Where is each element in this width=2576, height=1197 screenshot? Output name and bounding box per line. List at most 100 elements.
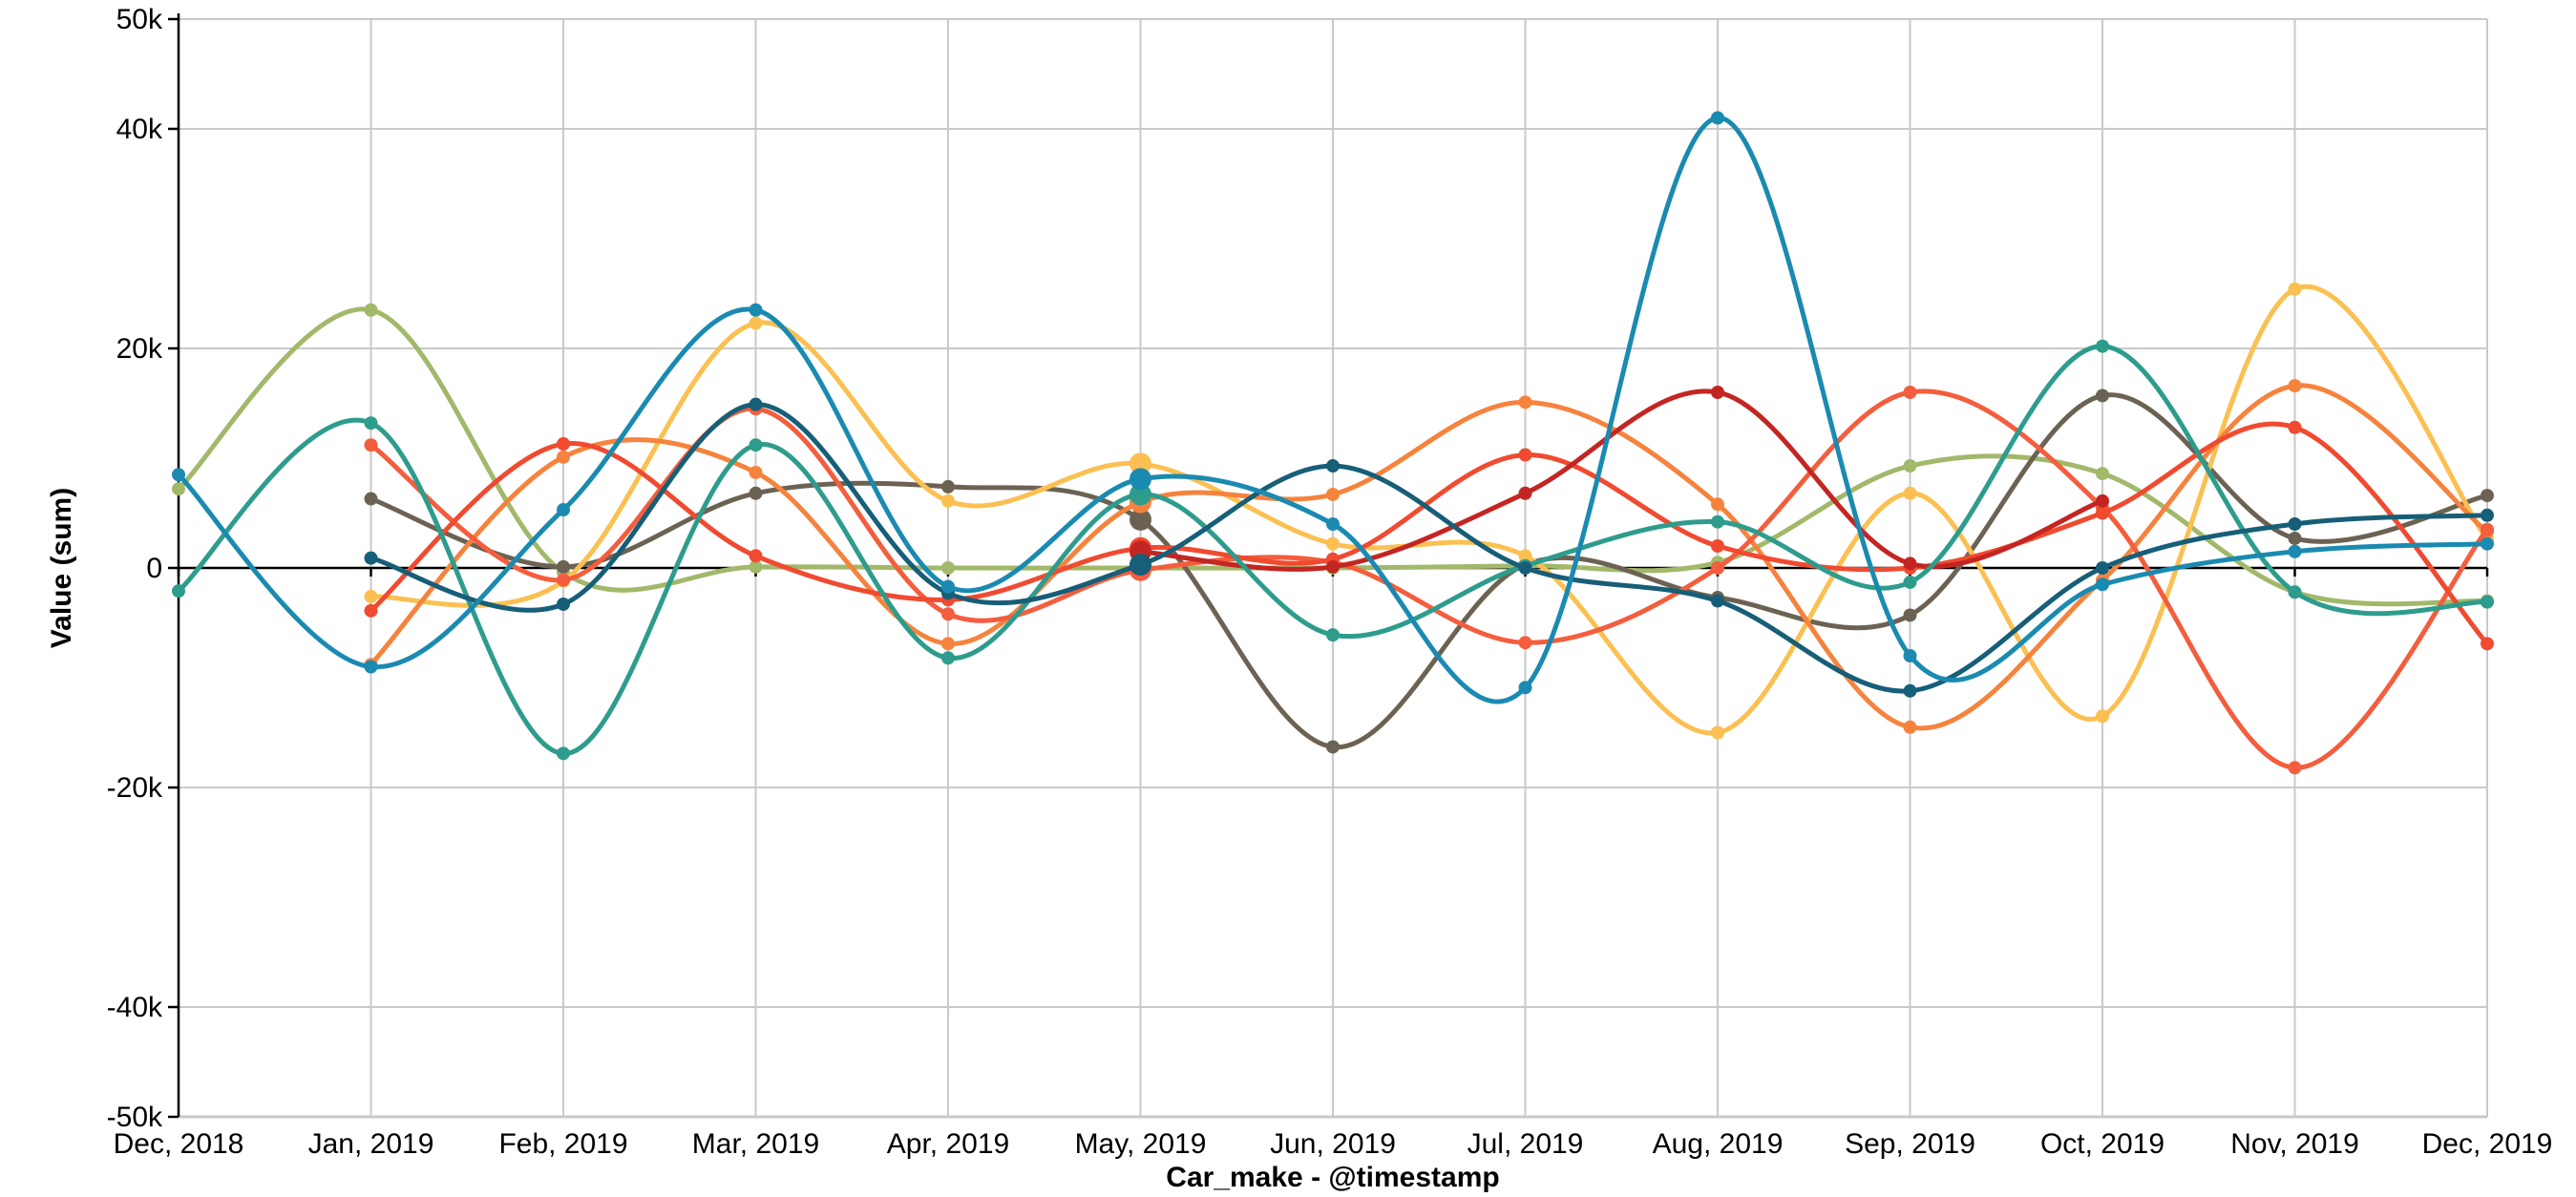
- data-point[interactable]: [557, 746, 570, 761]
- data-point[interactable]: [941, 607, 955, 621]
- data-point[interactable]: [2288, 585, 2302, 599]
- data-point[interactable]: [1903, 720, 1917, 734]
- data-point[interactable]: [1711, 514, 1724, 529]
- series-layer[interactable]: [172, 111, 2495, 775]
- data-point[interactable]: [557, 450, 570, 464]
- series-blue[interactable]: [172, 111, 2494, 704]
- data-point[interactable]: [2481, 637, 2494, 651]
- data-point[interactable]: [749, 438, 763, 452]
- data-point[interactable]: [749, 397, 763, 411]
- series-line[interactable]: [369, 421, 2490, 646]
- data-point[interactable]: [2096, 339, 2109, 353]
- data-point[interactable]: [2288, 544, 2302, 558]
- data-point[interactable]: [941, 561, 955, 575]
- data-point[interactable]: [941, 637, 955, 651]
- series-teal[interactable]: [172, 339, 2494, 761]
- data-point[interactable]: [1518, 636, 1532, 650]
- data-point[interactable]: [1130, 508, 1151, 531]
- data-point[interactable]: [749, 559, 763, 574]
- data-point[interactable]: [2288, 761, 2302, 775]
- data-point[interactable]: [1326, 459, 1340, 473]
- data-point[interactable]: [1326, 740, 1340, 754]
- data-point[interactable]: [172, 468, 185, 482]
- data-point[interactable]: [1130, 452, 1151, 475]
- data-point[interactable]: [1326, 517, 1340, 531]
- series-line[interactable]: [369, 383, 2490, 731]
- data-point[interactable]: [1130, 483, 1151, 506]
- data-point[interactable]: [1326, 559, 1340, 574]
- data-point[interactable]: [1903, 386, 1917, 399]
- data-point[interactable]: [1130, 468, 1151, 491]
- data-point[interactable]: [1326, 628, 1340, 642]
- series-line[interactable]: [176, 115, 2490, 704]
- data-point[interactable]: [1518, 448, 1532, 462]
- data-point[interactable]: [1903, 608, 1917, 622]
- data-point[interactable]: [2096, 494, 2109, 508]
- data-point[interactable]: [1711, 386, 1724, 399]
- data-point[interactable]: [2481, 489, 2494, 503]
- data-point[interactable]: [749, 486, 763, 500]
- data-point[interactable]: [1326, 487, 1340, 501]
- data-point[interactable]: [2481, 536, 2494, 551]
- data-point[interactable]: [749, 303, 763, 317]
- data-point[interactable]: [1903, 556, 1917, 571]
- data-point[interactable]: [749, 549, 763, 563]
- data-point[interactable]: [1518, 681, 1532, 695]
- data-point[interactable]: [1903, 486, 1917, 500]
- data-point[interactable]: [2096, 467, 2109, 481]
- data-point[interactable]: [557, 559, 570, 574]
- data-point[interactable]: [1903, 683, 1917, 698]
- data-point[interactable]: [941, 479, 955, 494]
- data-point[interactable]: [1903, 459, 1917, 473]
- series-line[interactable]: [1138, 388, 2105, 572]
- data-point[interactable]: [1711, 594, 1724, 608]
- data-point[interactable]: [1518, 395, 1532, 410]
- data-point[interactable]: [364, 551, 378, 565]
- data-point[interactable]: [2288, 379, 2302, 393]
- data-point[interactable]: [2096, 709, 2109, 724]
- data-point[interactable]: [1903, 649, 1917, 662]
- data-point[interactable]: [749, 316, 763, 330]
- series-crimson[interactable]: [1130, 386, 2109, 574]
- data-point[interactable]: [1903, 575, 1917, 589]
- data-point[interactable]: [941, 494, 955, 508]
- data-point[interactable]: [2096, 561, 2109, 575]
- data-point[interactable]: [364, 660, 378, 674]
- data-point[interactable]: [364, 589, 378, 603]
- data-point[interactable]: [2288, 282, 2302, 296]
- data-point[interactable]: [557, 437, 570, 452]
- data-point[interactable]: [364, 438, 378, 452]
- data-point[interactable]: [364, 416, 378, 430]
- series-navy[interactable]: [364, 397, 2495, 698]
- data-point[interactable]: [2096, 388, 2109, 403]
- data-point[interactable]: [557, 597, 570, 611]
- data-point[interactable]: [1711, 561, 1724, 575]
- data-point[interactable]: [2481, 522, 2494, 536]
- data-point[interactable]: [1130, 554, 1151, 577]
- data-point[interactable]: [364, 603, 378, 618]
- data-point[interactable]: [1711, 539, 1724, 553]
- data-point[interactable]: [2481, 595, 2494, 609]
- data-point[interactable]: [364, 303, 378, 317]
- data-point[interactable]: [557, 503, 570, 517]
- data-point[interactable]: [1518, 561, 1532, 575]
- data-point[interactable]: [2288, 517, 2302, 531]
- data-point[interactable]: [941, 579, 955, 594]
- data-point[interactable]: [749, 465, 763, 479]
- data-point[interactable]: [2096, 506, 2109, 520]
- data-point[interactable]: [2096, 578, 2109, 592]
- data-point[interactable]: [1711, 111, 1724, 125]
- data-point[interactable]: [1711, 725, 1724, 740]
- data-point[interactable]: [2288, 531, 2302, 545]
- data-point[interactable]: [1326, 536, 1340, 551]
- data-point[interactable]: [172, 584, 185, 598]
- data-point[interactable]: [2288, 420, 2302, 434]
- data-point[interactable]: [172, 482, 185, 496]
- data-point[interactable]: [1711, 497, 1724, 512]
- data-point[interactable]: [557, 573, 570, 587]
- data-point[interactable]: [1518, 486, 1532, 500]
- data-point[interactable]: [941, 651, 955, 665]
- data-point[interactable]: [2481, 508, 2494, 522]
- data-point[interactable]: [364, 492, 378, 506]
